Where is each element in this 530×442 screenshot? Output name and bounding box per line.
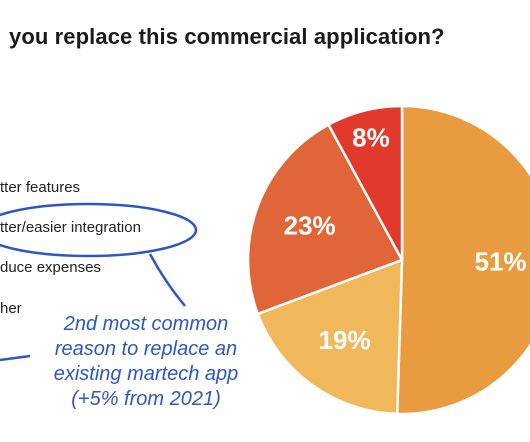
pie-slice-label-2: 23% — [284, 210, 336, 240]
annotation-pointer-line — [148, 253, 186, 307]
pie-slice-1 — [256, 258, 404, 416]
annotation-line-3: existing martech app — [53, 363, 239, 385]
pie-slice-label-0: 51% — [475, 247, 527, 277]
legend-item-better-features: tter features — [0, 179, 81, 196]
pie-slice-0 — [395, 104, 530, 416]
annotation-line-1: 2nd most common — [63, 313, 229, 335]
annotation-line-4: (+5% from 2021) — [71, 388, 221, 410]
pie-slice-label-3: 8% — [352, 123, 390, 153]
annotation-line-2: reason to replace an — [54, 338, 238, 360]
legend-item-better-integration: tter/easier integration — [0, 219, 141, 236]
pie-slice-2 — [246, 122, 404, 316]
pie-slice-3 — [326, 104, 404, 261]
annotation-text: 2nd most common reason to replace an exi… — [20, 312, 272, 412]
chart-title: you replace this commercial application? — [9, 24, 445, 49]
highlight-ellipse — [0, 202, 198, 258]
legend-item-reduce-expenses: duce expenses — [0, 259, 101, 276]
legend-item-other: her — [0, 300, 22, 317]
pie-slice-label-1: 19% — [319, 325, 371, 355]
annotation-bracket-line — [0, 354, 31, 362]
